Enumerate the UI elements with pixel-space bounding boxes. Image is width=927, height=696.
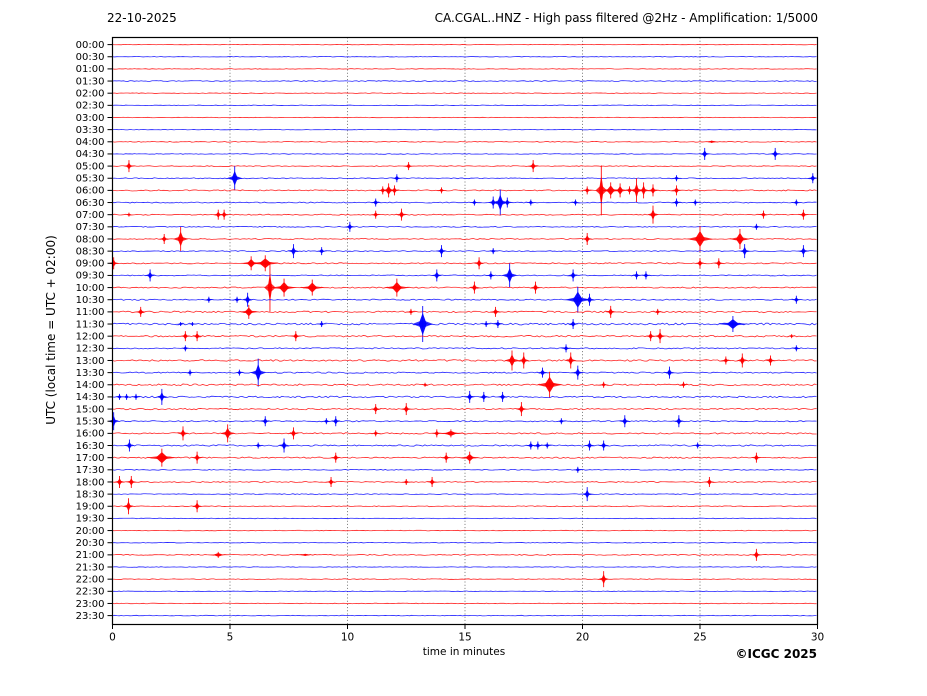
svg-text:25: 25 [693, 632, 706, 644]
svg-text:18:00: 18:00 [76, 477, 105, 488]
svg-text:10: 10 [341, 632, 354, 644]
svg-text:15: 15 [458, 632, 471, 644]
svg-text:02:00: 02:00 [76, 88, 105, 99]
svg-text:10:30: 10:30 [76, 295, 105, 306]
svg-text:11:00: 11:00 [76, 307, 105, 318]
svg-text:15:30: 15:30 [76, 417, 105, 428]
svg-text:09:30: 09:30 [76, 271, 105, 282]
svg-text:17:00: 17:00 [76, 453, 105, 464]
svg-text:12:00: 12:00 [76, 331, 105, 342]
svg-text:03:00: 03:00 [76, 113, 105, 124]
svg-text:01:00: 01:00 [76, 64, 105, 75]
svg-text:04:30: 04:30 [76, 149, 105, 160]
y-axis-title: UTC (local time = UTC + 02:00) [44, 235, 58, 425]
svg-text:05:30: 05:30 [76, 174, 105, 185]
svg-text:06:00: 06:00 [76, 186, 105, 197]
svg-text:18:30: 18:30 [76, 489, 105, 500]
svg-text:23:00: 23:00 [76, 599, 105, 610]
svg-text:15:00: 15:00 [76, 404, 105, 415]
svg-text:16:30: 16:30 [76, 441, 105, 452]
svg-text:08:30: 08:30 [76, 246, 105, 257]
svg-text:11:30: 11:30 [76, 319, 105, 330]
svg-text:09:00: 09:00 [76, 259, 105, 270]
figure-title: CA.CGAL..HNZ - High pass filtered @2Hz -… [434, 11, 818, 25]
svg-text:14:00: 14:00 [76, 380, 105, 391]
svg-text:0: 0 [109, 632, 116, 644]
svg-text:21:00: 21:00 [76, 550, 105, 561]
date-label: 22-10-2025 [107, 11, 177, 25]
svg-text:05:00: 05:00 [76, 161, 105, 172]
svg-text:03:30: 03:30 [76, 125, 105, 136]
svg-text:12:30: 12:30 [76, 344, 105, 355]
svg-text:06:30: 06:30 [76, 198, 105, 209]
svg-text:16:00: 16:00 [76, 429, 105, 440]
svg-text:04:00: 04:00 [76, 137, 105, 148]
x-axis-title: time in minutes [422, 646, 506, 658]
svg-text:10:00: 10:00 [76, 283, 105, 294]
svg-text:17:30: 17:30 [76, 465, 105, 476]
svg-text:02:30: 02:30 [76, 101, 105, 112]
svg-text:19:30: 19:30 [76, 514, 105, 525]
svg-text:23:30: 23:30 [76, 611, 105, 622]
svg-text:22:00: 22:00 [76, 574, 105, 585]
svg-text:13:00: 13:00 [76, 356, 105, 367]
svg-text:30: 30 [811, 632, 824, 644]
svg-text:01:30: 01:30 [76, 76, 105, 87]
svg-text:19:00: 19:00 [76, 502, 105, 513]
svg-text:20:00: 20:00 [76, 526, 105, 537]
svg-text:08:00: 08:00 [76, 234, 105, 245]
svg-text:22:30: 22:30 [76, 587, 105, 598]
svg-text:5: 5 [227, 632, 234, 644]
svg-text:13:30: 13:30 [76, 368, 105, 379]
svg-text:20: 20 [576, 632, 589, 644]
svg-text:21:30: 21:30 [76, 562, 105, 573]
svg-text:07:30: 07:30 [76, 222, 105, 233]
svg-text:07:00: 07:00 [76, 210, 105, 221]
copyright-label: ©ICGC 2025 [735, 647, 817, 661]
svg-text:00:30: 00:30 [76, 52, 105, 63]
svg-text:20:30: 20:30 [76, 538, 105, 549]
svg-text:14:30: 14:30 [76, 392, 105, 403]
svg-text:00:00: 00:00 [76, 40, 105, 51]
